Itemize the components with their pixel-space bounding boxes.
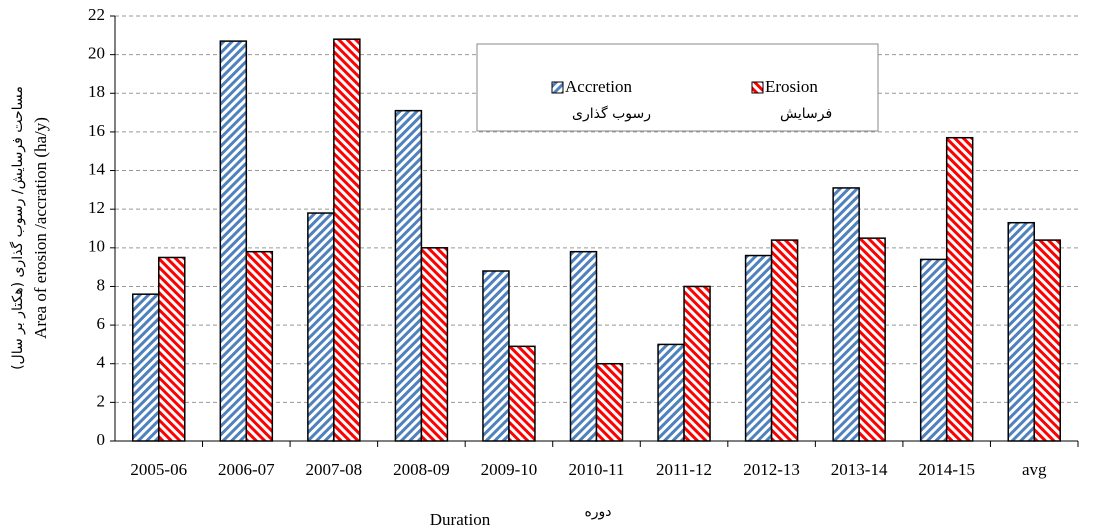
y-tick-label: 16 bbox=[88, 121, 105, 140]
legend-swatch bbox=[551, 81, 564, 94]
bar bbox=[832, 187, 860, 442]
bar bbox=[482, 270, 510, 442]
x-tick-label: 2008-09 bbox=[393, 460, 450, 479]
x-axis-label: Duration bbox=[430, 510, 491, 529]
y-tick-label: 8 bbox=[97, 275, 106, 294]
bar bbox=[245, 250, 274, 442]
y-tick-label: 2 bbox=[97, 391, 106, 410]
bar bbox=[683, 285, 711, 442]
bar bbox=[219, 40, 248, 442]
bar bbox=[158, 256, 186, 442]
y-axis-label-fa: مساحت فرسایش/ رسوب گذاری (هکتار بر سال) bbox=[9, 86, 26, 370]
x-tick-label: avg bbox=[1022, 460, 1047, 479]
y-tick-label: 4 bbox=[97, 353, 106, 372]
y-axis-label: Area of erosion /accration (ha/y) bbox=[31, 117, 50, 339]
bar bbox=[508, 345, 536, 442]
x-tick-label: 2007-08 bbox=[306, 460, 363, 479]
x-axis-label-fa: دوره bbox=[584, 504, 611, 520]
bar bbox=[657, 343, 685, 442]
bar bbox=[919, 258, 948, 442]
y-tick-label: 14 bbox=[88, 159, 106, 178]
bar bbox=[945, 136, 974, 442]
y-tick-label: 10 bbox=[88, 237, 105, 256]
bar bbox=[858, 237, 886, 442]
bar bbox=[333, 38, 361, 442]
legend-box bbox=[476, 43, 879, 132]
bar bbox=[132, 293, 160, 442]
legend-label: Accretion bbox=[565, 77, 633, 96]
x-tick-label: 2014-15 bbox=[918, 460, 975, 479]
bar bbox=[1007, 221, 1035, 442]
x-tick-label: 2005-06 bbox=[130, 460, 187, 479]
y-tick-label: 22 bbox=[88, 5, 105, 24]
bar bbox=[307, 212, 335, 442]
x-tick-label: 2009-10 bbox=[481, 460, 538, 479]
x-tick-label: 2006-07 bbox=[218, 460, 275, 479]
x-tick-label: 2013-14 bbox=[831, 460, 888, 479]
bar bbox=[770, 239, 799, 442]
x-tick-label: 2010-11 bbox=[568, 460, 624, 479]
legend-label-fa: رسوب گذاری bbox=[572, 105, 651, 122]
y-tick-label: 18 bbox=[88, 82, 105, 101]
y-tick-label: 20 bbox=[88, 44, 105, 63]
y-tick-label: 0 bbox=[97, 430, 106, 449]
bar bbox=[744, 254, 773, 442]
bar bbox=[595, 362, 624, 442]
y-tick-label: 12 bbox=[88, 198, 105, 217]
x-tick-label: 2012-13 bbox=[743, 460, 800, 479]
bar bbox=[569, 250, 598, 442]
bar bbox=[394, 109, 423, 442]
bar bbox=[420, 247, 449, 442]
y-tick-label: 6 bbox=[97, 314, 106, 333]
legend-label-fa: فرسایش bbox=[780, 106, 832, 122]
legend-label: Erosion bbox=[765, 77, 818, 96]
bar bbox=[1033, 239, 1061, 442]
legend-swatch bbox=[751, 81, 764, 94]
x-tick-label: 2011-12 bbox=[656, 460, 712, 479]
